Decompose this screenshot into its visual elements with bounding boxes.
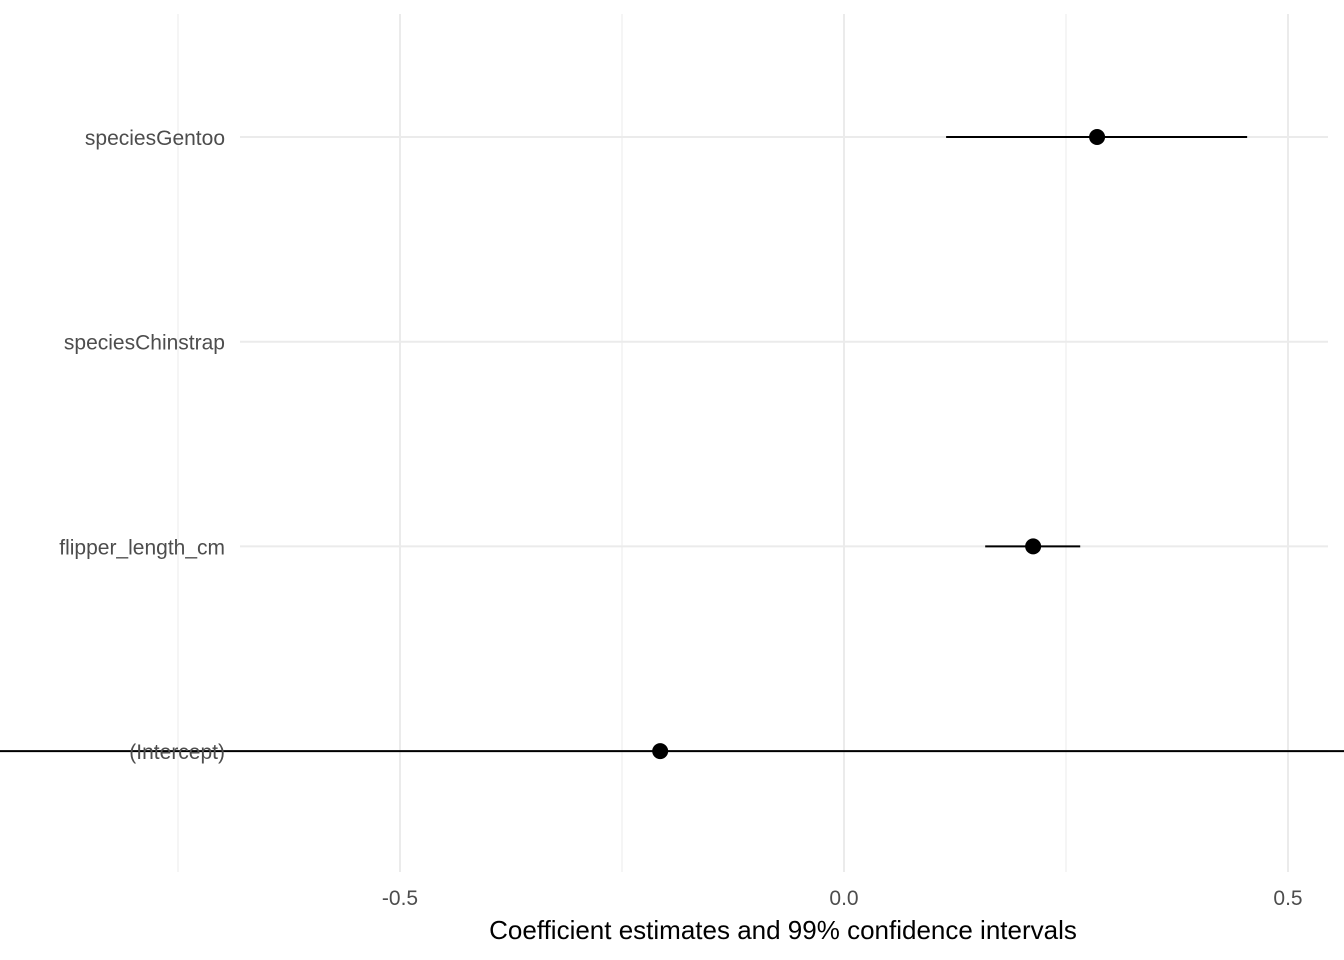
y-tick-label: (Intercept) [129, 741, 225, 764]
x-axis-title: Coefficient estimates and 99% confidence… [489, 915, 1077, 945]
y-tick-label: speciesChinstrap [64, 332, 225, 355]
coefficient-point [1025, 538, 1042, 555]
mark-layer [0, 129, 1344, 760]
coefficient-point [652, 743, 669, 760]
x-tick-label: 0.0 [829, 887, 858, 910]
x-tick-label: 0.5 [1273, 887, 1302, 910]
y-tick-label: speciesGentoo [85, 127, 225, 150]
coefficient-point [1089, 129, 1106, 145]
y-tick-label: flipper_length_cm [59, 536, 225, 559]
label-layer: -1.0-0.50.00.51.0speciesGentoospeciesChi… [59, 127, 1302, 910]
x-tick-label: -0.5 [382, 887, 418, 910]
